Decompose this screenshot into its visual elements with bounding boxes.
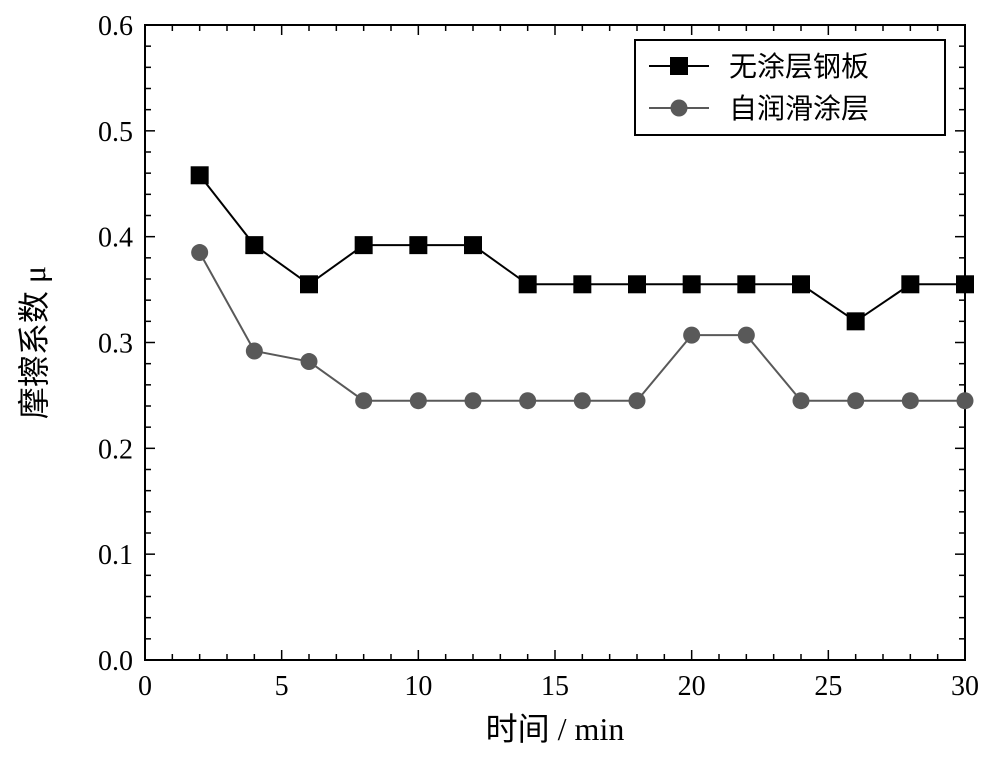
- series-marker-0: [628, 275, 646, 293]
- y-tick-label: 0.3: [98, 329, 133, 360]
- x-tick-label: 10: [404, 671, 432, 702]
- series-marker-0: [519, 275, 537, 293]
- series-marker-1: [738, 327, 755, 344]
- series-marker-1: [683, 327, 700, 344]
- legend-label-0: 无涂层钢板: [729, 51, 869, 83]
- y-tick-label: 0.6: [98, 11, 133, 42]
- series-marker-0: [355, 236, 373, 254]
- series-marker-0: [792, 275, 810, 293]
- y-tick-label: 0.4: [98, 223, 133, 254]
- series-marker-0: [191, 166, 209, 184]
- series-marker-1: [519, 392, 536, 409]
- legend-marker-0: [670, 57, 688, 75]
- y-tick-label: 0.1: [98, 540, 133, 571]
- legend-label-1: 自润滑涂层: [729, 93, 869, 125]
- series-marker-1: [574, 392, 591, 409]
- series-marker-0: [956, 275, 974, 293]
- y-tick-label: 0.2: [98, 434, 133, 465]
- series-marker-0: [737, 275, 755, 293]
- x-tick-label: 15: [541, 671, 569, 702]
- series-marker-1: [465, 392, 482, 409]
- series-marker-0: [300, 275, 318, 293]
- series-marker-0: [409, 236, 427, 254]
- y-tick-label: 0.0: [98, 646, 133, 677]
- series-marker-1: [629, 392, 646, 409]
- series-marker-0: [847, 312, 865, 330]
- series-marker-1: [847, 392, 864, 409]
- series-marker-1: [301, 353, 318, 370]
- series-marker-0: [901, 275, 919, 293]
- series-marker-1: [793, 392, 810, 409]
- series-marker-1: [902, 392, 919, 409]
- series-marker-1: [410, 392, 427, 409]
- series-marker-0: [245, 236, 263, 254]
- series-marker-1: [957, 392, 974, 409]
- x-tick-label: 30: [951, 671, 979, 702]
- legend-marker-1: [671, 100, 688, 117]
- x-tick-label: 25: [814, 671, 842, 702]
- series-marker-0: [464, 236, 482, 254]
- y-axis-label: 摩擦系数 μ: [16, 266, 52, 419]
- friction-chart: 0 5 10 15 20 25 30 0.0 0.1 0.2 0.3 0.4 0.5 0.6 时间 / mi…: [0, 0, 1000, 760]
- series-marker-1: [191, 244, 208, 261]
- series-marker-1: [246, 342, 263, 359]
- x-tick-label: 0: [138, 671, 152, 702]
- series-marker-1: [355, 392, 372, 409]
- series-marker-0: [573, 275, 591, 293]
- x-tick-label: 20: [678, 671, 706, 702]
- y-tick-label: 0.5: [98, 117, 133, 148]
- x-tick-label: 5: [275, 671, 289, 702]
- x-axis-label: 时间 / min: [486, 711, 625, 747]
- series-marker-0: [683, 275, 701, 293]
- chart-container: 0 5 10 15 20 25 30 0.0 0.1 0.2 0.3 0.4 0.5 0.6 时间 / mi…: [0, 0, 1000, 760]
